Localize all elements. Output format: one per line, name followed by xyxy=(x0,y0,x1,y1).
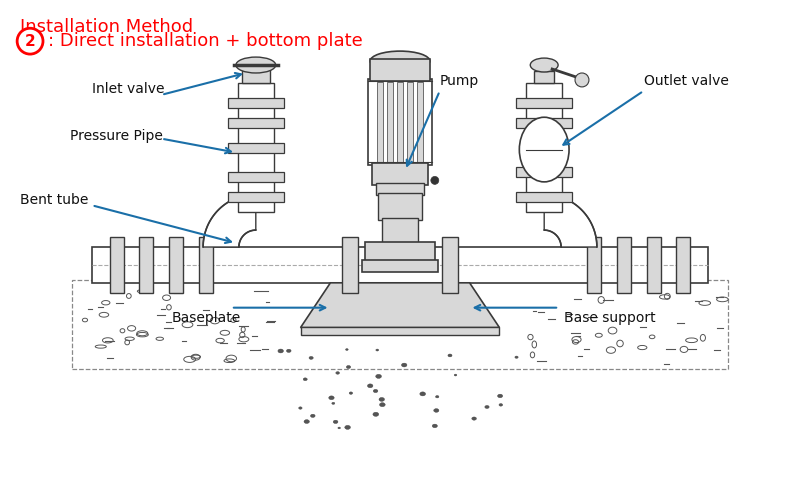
Ellipse shape xyxy=(432,424,438,428)
Ellipse shape xyxy=(435,396,439,398)
Bar xyxy=(646,237,661,293)
Bar xyxy=(382,218,418,245)
Bar xyxy=(617,237,630,293)
Bar xyxy=(92,247,708,283)
Bar xyxy=(442,237,458,293)
Bar xyxy=(526,83,562,212)
Ellipse shape xyxy=(310,414,315,418)
Bar xyxy=(534,71,554,83)
Ellipse shape xyxy=(338,427,341,429)
Ellipse shape xyxy=(498,394,502,398)
Ellipse shape xyxy=(485,406,489,408)
Text: : Direct installation + bottom plate: : Direct installation + bottom plate xyxy=(48,32,362,50)
Ellipse shape xyxy=(349,392,353,394)
Ellipse shape xyxy=(434,408,439,412)
Polygon shape xyxy=(301,283,499,328)
Polygon shape xyxy=(544,194,597,247)
Bar xyxy=(199,237,213,293)
Bar xyxy=(516,168,572,177)
Ellipse shape xyxy=(448,354,452,357)
Text: Bent tube: Bent tube xyxy=(20,194,89,207)
Bar xyxy=(587,237,601,293)
Bar xyxy=(368,79,432,166)
Ellipse shape xyxy=(309,356,314,360)
Text: Inlet valve: Inlet valve xyxy=(92,82,164,96)
Text: Outlet valve: Outlet valve xyxy=(644,74,729,88)
Ellipse shape xyxy=(298,407,302,409)
Bar xyxy=(376,184,424,196)
Bar xyxy=(238,83,274,212)
Ellipse shape xyxy=(420,392,426,396)
Ellipse shape xyxy=(332,402,335,404)
Bar xyxy=(417,82,423,162)
Bar xyxy=(387,82,393,162)
Bar xyxy=(397,82,403,162)
Bar xyxy=(365,242,435,262)
Ellipse shape xyxy=(336,372,339,374)
Bar xyxy=(378,194,422,220)
Bar xyxy=(228,172,284,182)
Ellipse shape xyxy=(303,378,307,380)
Bar xyxy=(342,237,358,293)
Text: Pressure Pipe: Pressure Pipe xyxy=(70,128,162,142)
Ellipse shape xyxy=(346,366,350,368)
Text: Installation Method: Installation Method xyxy=(20,18,194,36)
Polygon shape xyxy=(203,194,256,247)
Bar xyxy=(301,326,499,334)
Circle shape xyxy=(17,28,43,54)
Ellipse shape xyxy=(367,384,373,388)
Bar xyxy=(228,142,284,152)
Ellipse shape xyxy=(515,356,518,358)
Ellipse shape xyxy=(376,374,382,378)
Ellipse shape xyxy=(379,398,385,402)
Ellipse shape xyxy=(374,390,378,392)
Ellipse shape xyxy=(472,417,477,420)
Ellipse shape xyxy=(376,349,378,351)
Ellipse shape xyxy=(278,349,283,353)
Ellipse shape xyxy=(286,349,291,352)
Ellipse shape xyxy=(236,57,276,73)
Ellipse shape xyxy=(345,426,350,430)
Ellipse shape xyxy=(329,396,334,400)
Bar xyxy=(370,59,430,81)
Ellipse shape xyxy=(373,412,378,416)
Bar xyxy=(377,82,383,162)
Text: Base support: Base support xyxy=(564,310,656,324)
Ellipse shape xyxy=(346,348,348,350)
Ellipse shape xyxy=(499,404,502,406)
Ellipse shape xyxy=(379,402,386,406)
Bar xyxy=(516,118,572,128)
Bar xyxy=(170,237,183,293)
Text: 2: 2 xyxy=(25,34,35,48)
Ellipse shape xyxy=(370,51,430,71)
Ellipse shape xyxy=(530,58,558,72)
Bar xyxy=(362,260,438,272)
Ellipse shape xyxy=(454,374,457,376)
Ellipse shape xyxy=(519,117,569,182)
Bar xyxy=(228,98,284,108)
Bar xyxy=(516,192,572,202)
Circle shape xyxy=(431,176,438,184)
Bar xyxy=(677,237,690,293)
Bar xyxy=(228,118,284,128)
Ellipse shape xyxy=(402,363,407,367)
Bar xyxy=(72,280,728,370)
Ellipse shape xyxy=(304,420,310,424)
Bar xyxy=(516,98,572,108)
Ellipse shape xyxy=(334,420,338,424)
Text: Pump: Pump xyxy=(440,74,479,88)
Bar xyxy=(372,164,428,186)
Bar xyxy=(407,82,413,162)
Bar xyxy=(139,237,154,293)
Bar xyxy=(242,69,270,83)
Circle shape xyxy=(575,73,589,87)
Bar xyxy=(110,237,123,293)
Bar xyxy=(228,192,284,202)
Text: Baseplate: Baseplate xyxy=(171,310,241,324)
